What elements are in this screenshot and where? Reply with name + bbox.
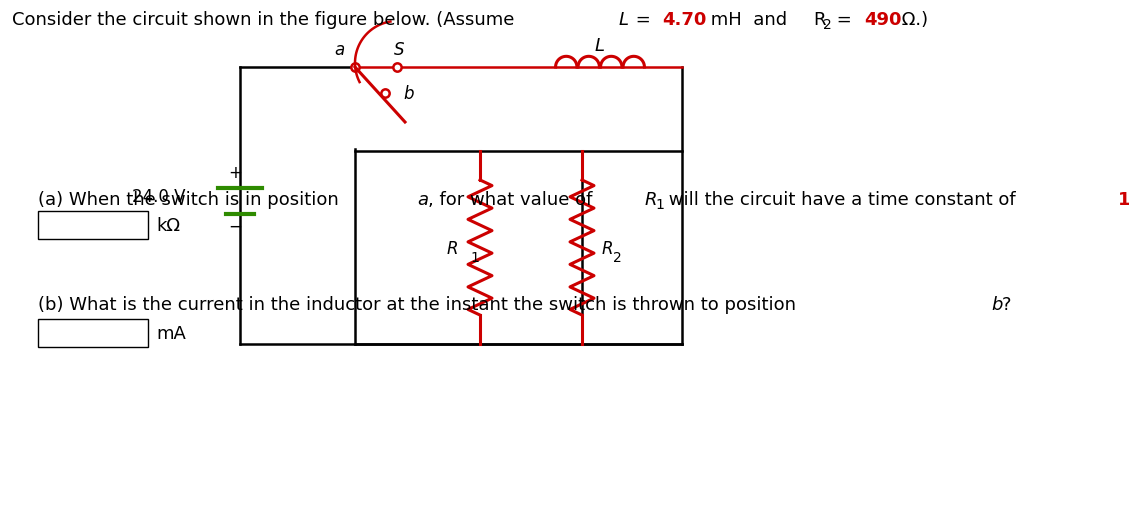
Text: =: = <box>630 11 656 29</box>
Text: L: L <box>595 37 605 55</box>
Text: R: R <box>602 239 613 257</box>
Text: a: a <box>334 41 344 59</box>
Text: (a) When the switch is in position: (a) When the switch is in position <box>38 191 344 209</box>
Text: 490: 490 <box>864 11 901 29</box>
Text: Ω.): Ω.) <box>896 11 928 29</box>
Bar <box>38 212 148 240</box>
Text: b: b <box>403 85 413 103</box>
Text: 1: 1 <box>470 250 479 264</box>
Text: 4.70: 4.70 <box>662 11 707 29</box>
Text: R: R <box>814 11 826 29</box>
Text: a: a <box>418 191 428 209</box>
Text: 24.0 V: 24.0 V <box>131 187 185 205</box>
Text: mA: mA <box>156 324 186 343</box>
Text: (b) What is the current in the inductor at the instant the switch is thrown to p: (b) What is the current in the inductor … <box>38 295 802 314</box>
Text: b: b <box>991 295 1003 314</box>
Text: R: R <box>645 191 657 209</box>
Text: will the circuit have a time constant of: will the circuit have a time constant of <box>663 191 1022 209</box>
Text: Consider the circuit shown in the figure below. (Assume: Consider the circuit shown in the figure… <box>12 11 520 29</box>
Text: +: + <box>228 163 242 181</box>
Text: −: − <box>228 217 242 235</box>
Text: 14.6: 14.6 <box>1118 191 1129 209</box>
Text: 2: 2 <box>823 18 832 32</box>
Text: 1: 1 <box>656 197 664 212</box>
Text: mH  and: mH and <box>706 11 799 29</box>
Text: , for what value of: , for what value of <box>428 191 598 209</box>
Text: ?: ? <box>1003 295 1012 314</box>
Text: kΩ: kΩ <box>156 216 180 235</box>
Text: =: = <box>831 11 858 29</box>
Bar <box>38 319 148 347</box>
Text: 2: 2 <box>613 250 622 264</box>
Text: R: R <box>446 239 458 257</box>
Text: S: S <box>394 41 404 59</box>
Text: L: L <box>619 11 629 29</box>
